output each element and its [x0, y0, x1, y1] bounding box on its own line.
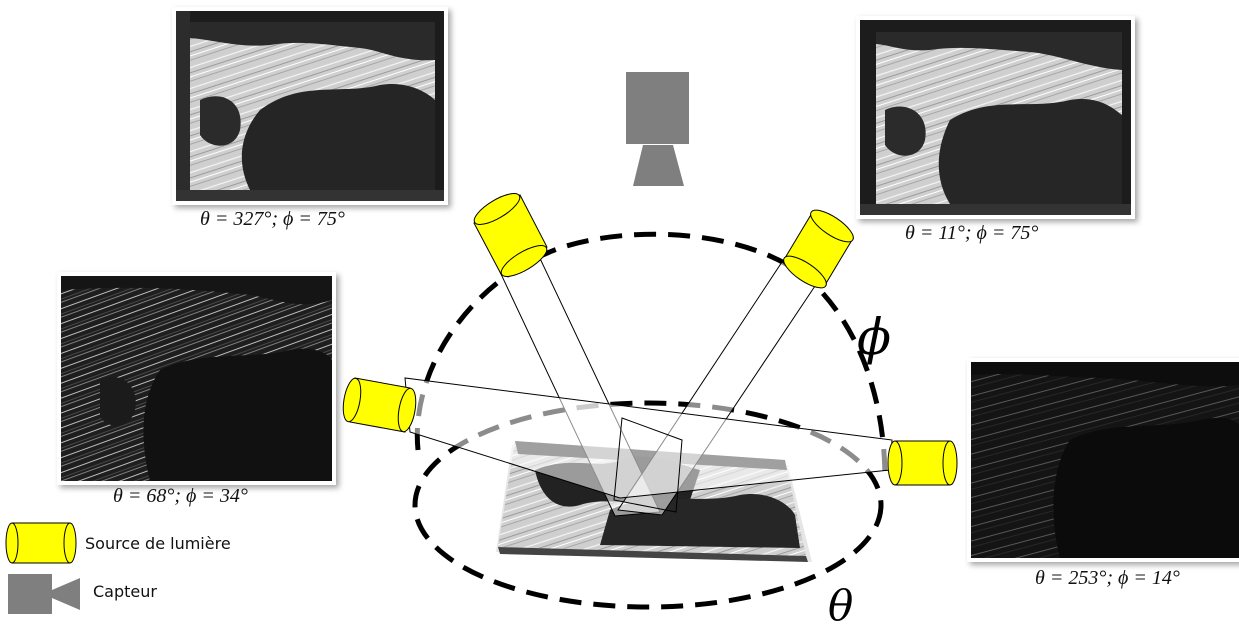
photo-top-left	[172, 7, 448, 205]
crossing-quad	[613, 417, 683, 513]
legend-light-source-label: Source de lumière	[85, 534, 231, 553]
caption-middle-left: θ = 68°; ϕ = 34°	[113, 485, 248, 507]
photo-middle-left	[57, 272, 336, 485]
photo-top-right	[856, 16, 1135, 219]
legend-sensor-icon	[8, 574, 80, 614]
phi-dashed-arc	[414, 231, 888, 481]
legend-sensor-label: Capteur	[93, 582, 157, 601]
light-source-top-right-icon	[783, 209, 854, 289]
light-beams	[404, 249, 893, 517]
light-source-left-icon	[342, 377, 417, 433]
caption-bottom-right: θ = 253°; ϕ = 14°	[1035, 567, 1180, 589]
light-source-top-left-icon	[473, 193, 548, 277]
caption-top-right: θ = 11°; ϕ = 75°	[905, 222, 1039, 244]
light-source-right-icon	[887, 440, 958, 486]
legend-light-source-icon	[5, 522, 77, 564]
caption-top-left: θ = 327°; ϕ = 75°	[200, 208, 345, 230]
theta-symbol: θ	[828, 581, 854, 630]
theta-dashed-ellipse	[412, 400, 884, 610]
photo-bottom-right	[967, 358, 1239, 562]
camera-sensor-icon	[626, 72, 689, 186]
phi-symbol: ϕ	[857, 308, 892, 366]
